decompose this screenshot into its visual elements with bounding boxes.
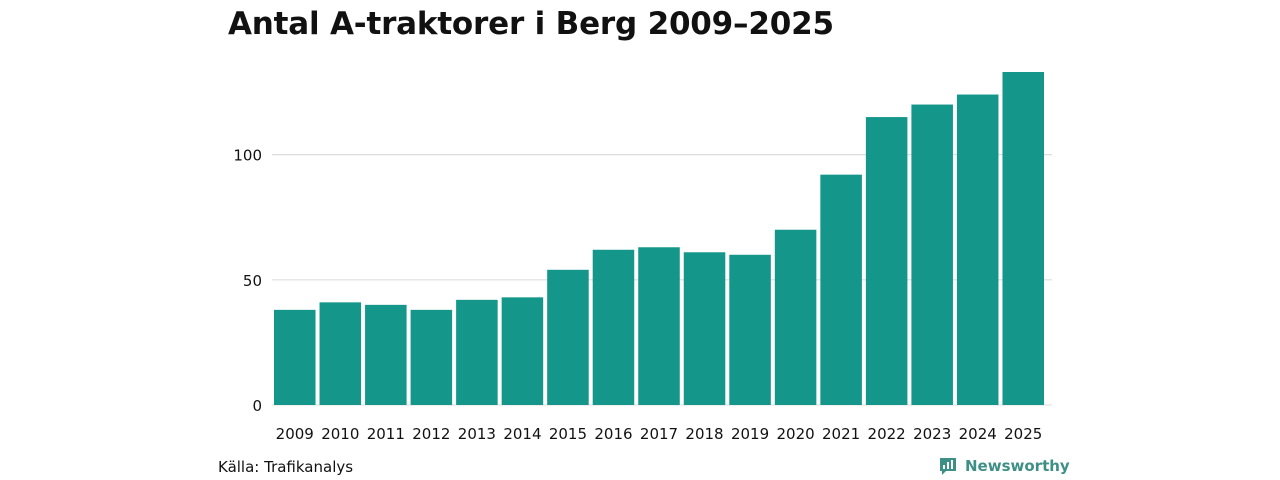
x-tick-label: 2023 [913,425,951,443]
bar-2016 [592,249,635,405]
y-axis-ticks: 0 50 100 [233,147,262,415]
x-tick-label: 2024 [959,425,997,443]
y-tick-label: 0 [252,397,262,415]
bar-2021 [820,174,862,405]
bar-2010 [319,302,362,405]
bar-2023 [911,104,953,405]
bars [274,72,1044,405]
x-tick-label: 2018 [685,425,723,443]
x-tick-label: 2012 [412,425,450,443]
x-tick-label: 2016 [594,425,632,443]
x-tick-label: 2021 [822,425,860,443]
bar-2011 [365,304,407,405]
newsworthy-logo-icon [940,458,956,475]
brand-name: Newsworthy [965,457,1070,475]
bar-2020 [774,229,817,405]
y-tick-label: 50 [243,272,262,290]
bar-2012 [410,309,453,405]
bar-2024 [956,94,999,405]
bar-2014 [501,297,544,405]
chart-title: Antal A-traktorer i Berg 2009–2025 [228,6,834,42]
x-tick-label: 2022 [868,425,906,443]
bar-2022 [865,117,908,405]
bar-2009 [274,309,316,405]
bar-2013 [456,299,498,405]
x-tick-label: 2013 [458,425,496,443]
bar-2018 [683,252,726,405]
source-note: Källa: Trafikanalys [218,458,354,476]
bar-2019 [729,254,771,405]
x-tick-label: 2020 [776,425,814,443]
x-tick-label: 2009 [276,425,314,443]
x-axis-ticks: 2009 2010 2011 2012 2013 2014 2015 2016 2017 2018… [276,425,1043,443]
bar-2015 [547,269,589,405]
x-tick-label: 2011 [367,425,405,443]
x-tick-label: 2017 [640,425,678,443]
bar-2017 [638,247,680,405]
x-tick-label: 2019 [731,425,769,443]
x-tick-label: 2010 [321,425,359,443]
x-tick-label: 2025 [1004,425,1042,443]
x-tick-label: 2015 [549,425,587,443]
y-tick-label: 100 [233,147,262,165]
x-tick-label: 2014 [503,425,541,443]
brand-logo: Newsworthy [938,456,1070,476]
bar-2025 [1002,72,1044,405]
